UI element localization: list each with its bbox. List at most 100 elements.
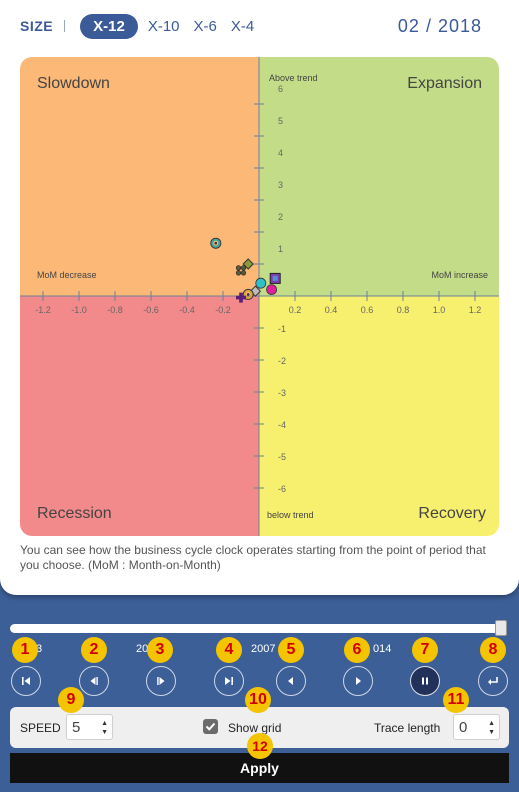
x-tick-label: -1.2 xyxy=(35,305,51,315)
data-point xyxy=(242,258,254,270)
data-point-ring xyxy=(210,237,222,249)
trace-length-value: 0 xyxy=(459,718,468,736)
quadrant-label-recovery: Recovery xyxy=(418,505,486,522)
spin-arrows-icon[interactable]: ▲ ▼ xyxy=(101,720,108,736)
step-forward-button[interactable] xyxy=(146,666,176,696)
quadrant-label-expansion: Expansion xyxy=(407,75,482,92)
callout-badge: 9 xyxy=(58,687,84,713)
data-point-core xyxy=(214,241,218,245)
checkmark-icon xyxy=(205,722,216,731)
data-point-ring xyxy=(242,288,254,300)
x-tick-label: 0.6 xyxy=(361,305,374,315)
data-point-dot xyxy=(235,265,242,271)
callout-badge: 6 xyxy=(344,637,370,663)
quadrant-label-slowdown: Slowdown xyxy=(37,75,110,92)
speed-input[interactable]: 5 ▲ ▼ xyxy=(66,714,113,740)
data-point-ring xyxy=(243,289,253,299)
y-tick-label: -2 xyxy=(278,356,286,366)
return-icon xyxy=(488,677,498,685)
step-forward-icon xyxy=(157,677,165,685)
callout-badge: 7 xyxy=(412,637,438,663)
current-date: 02 / 2018 xyxy=(397,16,482,36)
y-tick-label: 2 xyxy=(278,212,283,222)
x-tick-label: 0.2 xyxy=(289,305,302,315)
data-point-diamond xyxy=(242,258,254,270)
trace-length-input[interactable]: 0 ▲ ▼ xyxy=(453,714,500,740)
callout-badge: 5 xyxy=(278,637,304,663)
play-backward-icon xyxy=(288,677,293,685)
chart-card: SIZE X-12 X-10 X-6 X-4 02 / 2018 -1.2 -1.… xyxy=(0,0,519,595)
x-tick-label: -0.8 xyxy=(107,305,123,315)
timeline-track[interactable] xyxy=(10,624,506,633)
data-point xyxy=(235,265,247,276)
x-tick-label: 1.2 xyxy=(469,305,482,315)
y-tick-label: 5 xyxy=(278,116,283,126)
last-button[interactable] xyxy=(214,666,244,696)
business-cycle-chart: -1.2 -1.0 -0.8 -0.6 -0.4 -0.2 0.2 0.4 0.6 0.8 1.0 1… xyxy=(20,57,499,536)
timeline-label: 3 xyxy=(36,643,43,655)
description-text: You can see how the business cycle clock… xyxy=(20,543,486,572)
data-point-ring xyxy=(211,238,221,248)
data-point xyxy=(236,292,246,303)
axis-label-mom-increase: MoM increase xyxy=(431,270,488,280)
quadrant-recovery xyxy=(259,296,499,536)
timeline-label: 2007 xyxy=(251,643,276,655)
x-tick-label: 0.8 xyxy=(397,305,410,315)
quadrant-recession xyxy=(20,296,259,536)
timeline-label: 014 xyxy=(373,643,392,655)
skip-start-icon xyxy=(22,677,30,685)
step-back-icon xyxy=(90,677,98,685)
x-tick-label: 1.0 xyxy=(433,305,446,315)
data-point-cross xyxy=(236,292,246,303)
spin-arrows-icon[interactable]: ▲ ▼ xyxy=(488,720,495,736)
data-point-dot xyxy=(235,270,242,276)
data-point xyxy=(210,237,222,249)
axis-label-mom-decrease: MoM decrease xyxy=(37,270,97,280)
show-grid-label[interactable]: Show grid xyxy=(228,721,282,735)
y-tick-label: -6 xyxy=(278,484,286,494)
x-tick-label: -1.0 xyxy=(71,305,87,315)
timeline-label: 20 xyxy=(136,643,149,655)
speed-value: 5 xyxy=(72,718,81,736)
y-tick-label: 6 xyxy=(278,84,283,94)
speed-label: SPEED xyxy=(20,721,61,735)
quadrant-slowdown xyxy=(20,57,259,296)
play-forward-button[interactable] xyxy=(343,666,373,696)
return-button[interactable] xyxy=(478,666,508,696)
callout-badge: 1 xyxy=(12,637,38,663)
pause-icon xyxy=(422,677,428,685)
show-grid-checkbox[interactable] xyxy=(203,719,218,734)
data-point-circle xyxy=(255,277,267,289)
callout-badge: 4 xyxy=(216,637,242,663)
axis-label-below-trend: below trend xyxy=(267,510,314,520)
y-tick-label: -3 xyxy=(278,388,286,398)
size-separator xyxy=(64,20,66,32)
first-button[interactable] xyxy=(11,666,41,696)
y-tick-label: -4 xyxy=(278,420,286,430)
size-selector: SIZE X-12 X-10 X-6 X-4 xyxy=(20,12,268,40)
skip-end-icon xyxy=(225,677,233,685)
data-point-circle xyxy=(266,284,278,296)
size-option-x6[interactable]: X-6 xyxy=(193,17,217,35)
size-option-x4[interactable]: X-4 xyxy=(230,17,255,35)
timeline-thumb[interactable] xyxy=(495,620,507,636)
pause-button[interactable] xyxy=(410,666,440,696)
callout-badge: 8 xyxy=(480,637,506,663)
y-tick-label: 3 xyxy=(278,180,283,190)
size-option-x12[interactable]: X-12 xyxy=(80,13,138,39)
y-tick-label: 4 xyxy=(278,148,283,158)
data-point xyxy=(255,277,267,289)
y-tick-label: -1 xyxy=(278,324,286,334)
x-tick-label: -0.2 xyxy=(215,305,231,315)
trace-length-label: Trace length xyxy=(374,721,441,735)
size-label: SIZE xyxy=(20,18,54,34)
step-back-button[interactable] xyxy=(79,666,109,696)
data-point-core xyxy=(246,293,250,296)
play-backward-button[interactable] xyxy=(276,666,306,696)
size-option-x10[interactable]: X-10 xyxy=(147,17,180,35)
quadrant-label-recession: Recession xyxy=(37,505,112,522)
axis-label-above-trend: Above trend xyxy=(269,73,318,83)
callout-badge: 12 xyxy=(247,733,273,759)
data-point-dot xyxy=(240,265,247,271)
play-icon xyxy=(356,677,361,685)
